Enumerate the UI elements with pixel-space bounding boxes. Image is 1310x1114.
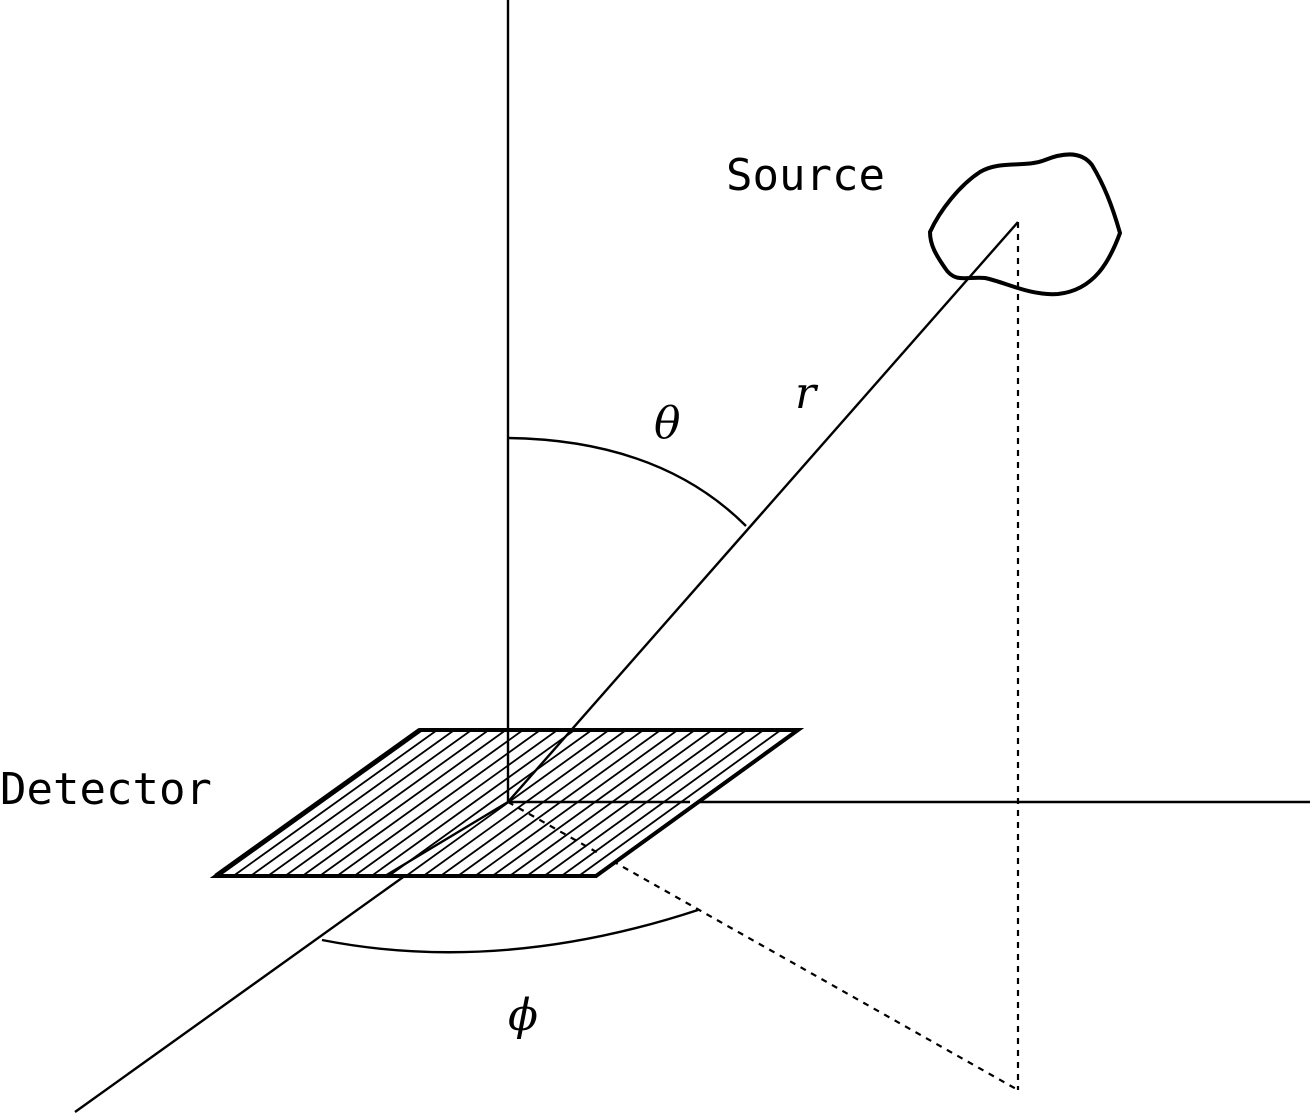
detector-hatch-line (336, 729, 541, 877)
detector-hatch-line (388, 729, 593, 877)
detector-thick-edge (214, 727, 422, 879)
detector-hatch-line (284, 729, 490, 877)
phi-label: ϕ (508, 990, 538, 1041)
detector-hatch-line (232, 729, 438, 877)
detector-hatch-line (370, 729, 576, 877)
detector-hatch-line (301, 729, 507, 877)
ground-projection-over-detector (507, 801, 601, 855)
detector-hatch-line (353, 729, 558, 877)
theta-arc (507, 436, 747, 527)
source-label: Source (726, 150, 885, 201)
r-ray (507, 221, 1019, 803)
source-blob (928, 152, 1122, 297)
r-label: r (795, 368, 819, 419)
theta-label: θ (654, 398, 681, 449)
depth-axis-over-detector (384, 800, 509, 878)
detector-hatch-line (250, 729, 455, 877)
detector-hatch-line (267, 729, 473, 877)
phi-arc (321, 908, 699, 954)
detector-hatch-line (319, 729, 524, 877)
detector-hatching (232, 729, 782, 877)
detector-label: Detector (0, 764, 212, 815)
